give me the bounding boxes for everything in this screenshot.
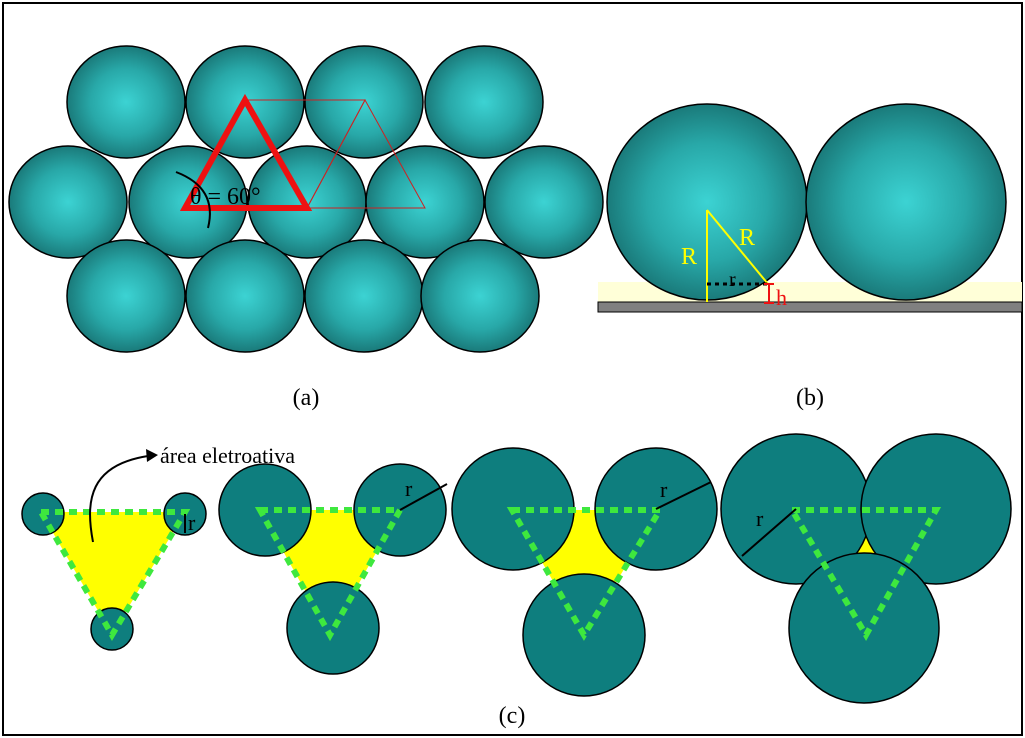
annotation-arrow [89, 455, 149, 543]
electroactive-group-4: r [720, 433, 1012, 704]
radius-label: r [660, 477, 668, 502]
triangle-dashes [254, 507, 406, 642]
particle [365, 145, 485, 259]
radius-label-right: R [739, 225, 755, 251]
particle [484, 145, 604, 259]
arrowhead [146, 449, 158, 462]
panel-c-label: (c) [499, 703, 526, 729]
electroactive-group-1: r área eletroativa [21, 443, 295, 651]
radius-label: r [756, 506, 764, 531]
contact-radius-label: r [729, 269, 736, 291]
packed-particles [8, 45, 604, 353]
radius-line [399, 483, 448, 511]
angle-arc [175, 171, 211, 229]
panel-b-label: (b) [796, 385, 824, 411]
triangle-dashes [786, 507, 942, 642]
height-label: h [776, 285, 787, 310]
panel-a-label: (a) [293, 385, 320, 411]
radius-label-left: R [681, 244, 697, 270]
panel-b: R R r h [597, 103, 1023, 313]
triangle-dashes [506, 507, 666, 641]
radius-line [741, 508, 797, 557]
electroactive-area [41, 512, 185, 635]
particle [66, 239, 186, 353]
particle [805, 103, 1007, 301]
electroactive-group-2: r [218, 463, 448, 675]
particle [185, 239, 305, 353]
radius-hypotenuse [706, 209, 769, 285]
radius-line [655, 481, 712, 510]
electroactive-area-label: área eletroativa [160, 443, 295, 468]
triangle-dashes [35, 509, 191, 641]
particle [304, 239, 424, 353]
angle-label: θ = 60° [190, 184, 261, 210]
lattice-triangle-thin [306, 98, 426, 209]
particle [286, 581, 380, 675]
substrate [597, 301, 1023, 313]
lattice-triangle [179, 93, 313, 211]
panel-c: r área eletroativa r r [21, 433, 1012, 704]
particle [66, 45, 186, 159]
particle [420, 239, 540, 353]
particle [424, 45, 544, 159]
panel-a: θ = 60° [8, 45, 604, 353]
radius-label: r [405, 476, 413, 501]
particle [8, 145, 128, 259]
electroactive-group-3: r [451, 447, 718, 697]
radius-label: r [188, 510, 196, 535]
